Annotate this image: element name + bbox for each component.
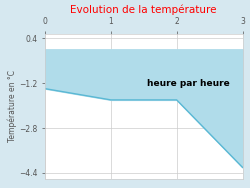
Title: Evolution de la température: Evolution de la température (70, 5, 217, 15)
Y-axis label: Température en °C: Température en °C (8, 70, 18, 142)
Text: heure par heure: heure par heure (147, 79, 230, 88)
